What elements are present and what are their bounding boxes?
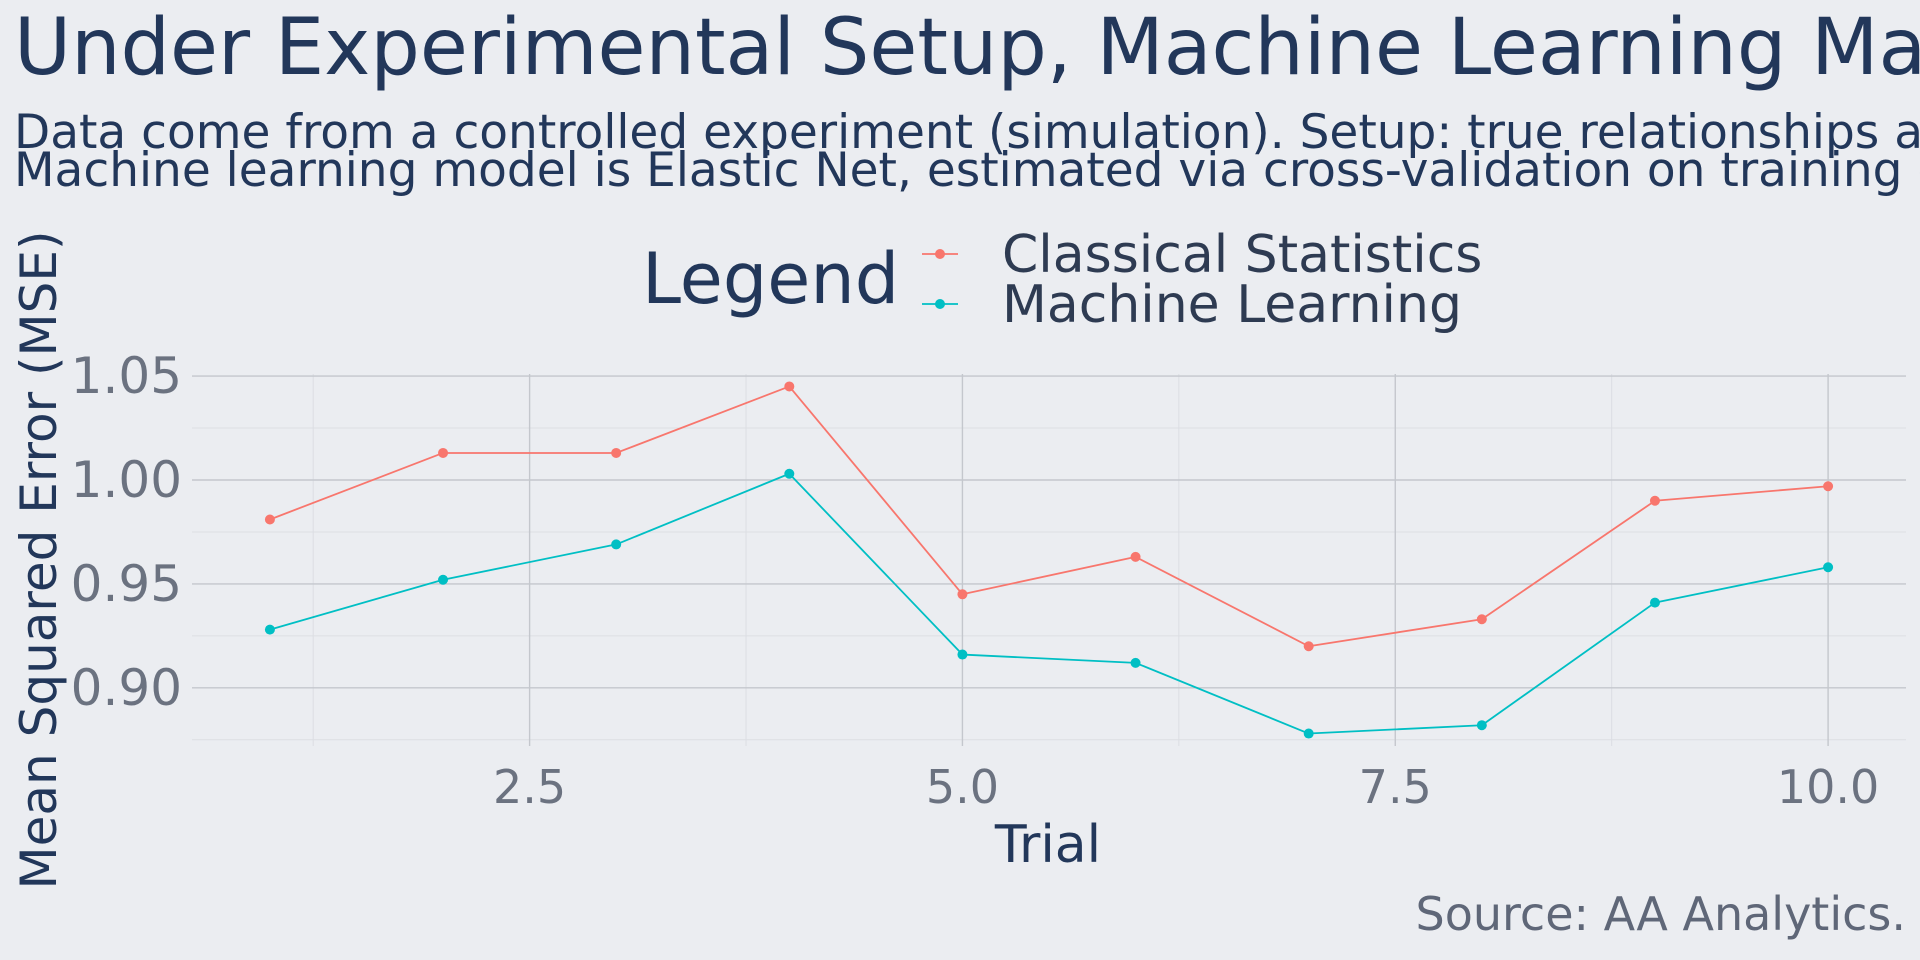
data-point-classical-statistics-2 bbox=[438, 447, 449, 458]
chart-subtitle-line-2: Machine learning model is Elastic Net, e… bbox=[14, 143, 1920, 198]
data-point-classical-statistics-9 bbox=[1649, 495, 1660, 506]
legend-key-point-machine-learning bbox=[935, 299, 945, 309]
grid bbox=[192, 374, 1906, 746]
y-tick-label-1: 0.95 bbox=[71, 555, 182, 613]
data-point-classical-statistics-6 bbox=[1130, 551, 1141, 562]
data-point-machine-learning-9 bbox=[1649, 597, 1660, 608]
data-point-machine-learning-6 bbox=[1130, 657, 1141, 668]
data-point-classical-statistics-8 bbox=[1476, 614, 1487, 625]
data-point-machine-learning-1 bbox=[264, 624, 275, 635]
chart-subtitle-line-1: Data come from a controlled experiment (… bbox=[14, 105, 1920, 160]
y-axis-title: Mean Squared Error (MSE) bbox=[10, 230, 68, 889]
legend-label-classical-statistics: Classical Statistics bbox=[1002, 225, 1482, 285]
legend-key-point-classical-statistics bbox=[935, 249, 945, 259]
legend-label-machine-learning: Machine Learning bbox=[1002, 275, 1462, 335]
chart-caption: Source: AA Analytics. bbox=[1416, 887, 1906, 941]
data-point-machine-learning-5 bbox=[957, 649, 968, 660]
x-tick-label-3: 10.0 bbox=[1777, 760, 1879, 814]
data-point-classical-statistics-10 bbox=[1823, 481, 1834, 492]
data-point-classical-statistics-4 bbox=[784, 381, 795, 392]
data-point-machine-learning-8 bbox=[1476, 720, 1487, 731]
data-point-machine-learning-3 bbox=[611, 539, 622, 550]
data-point-machine-learning-4 bbox=[784, 468, 795, 479]
series-line-classical-statistics bbox=[269, 385, 1829, 648]
y-tick-label-2: 1.00 bbox=[71, 451, 182, 509]
x-tick-label-2: 7.5 bbox=[1359, 760, 1432, 814]
data-point-classical-statistics-3 bbox=[611, 447, 622, 458]
data-point-machine-learning-10 bbox=[1823, 562, 1834, 573]
data-point-classical-statistics-5 bbox=[957, 589, 968, 600]
data-point-classical-statistics-1 bbox=[264, 514, 275, 525]
legend-title: Legend bbox=[642, 238, 899, 320]
data-point-machine-learning-2 bbox=[438, 574, 449, 585]
x-axis-title: Trial bbox=[994, 815, 1101, 875]
y-tick-label-0: 0.90 bbox=[71, 659, 182, 717]
data-point-machine-learning-7 bbox=[1303, 728, 1314, 739]
x-tick-label-0: 2.5 bbox=[493, 760, 566, 814]
data-point-classical-statistics-7 bbox=[1303, 641, 1314, 652]
axes: 2.5 5.0 7.5 10.0 0.90 0.95 1.00 1.05 bbox=[71, 347, 1880, 814]
chart-title: Under Experimental Setup, Machine Learni… bbox=[14, 3, 1920, 93]
x-tick-label-1: 5.0 bbox=[926, 760, 999, 814]
y-tick-label-3: 1.05 bbox=[71, 347, 182, 405]
series-line-machine-learning bbox=[269, 472, 1829, 735]
plot-series bbox=[264, 381, 1834, 739]
